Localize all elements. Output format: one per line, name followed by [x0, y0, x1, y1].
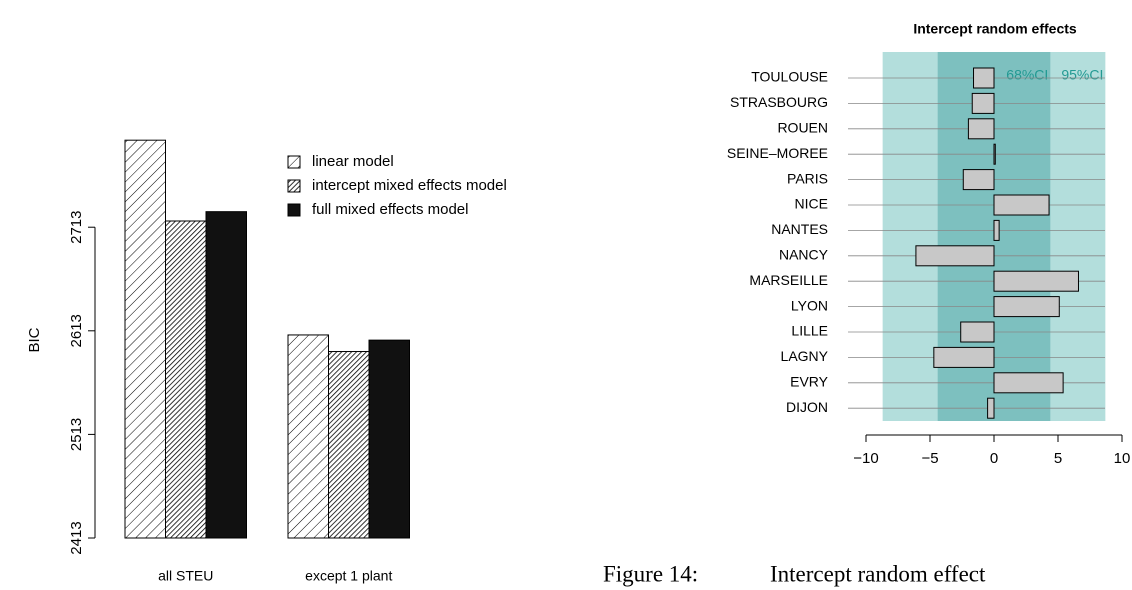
x-tick-label: all STEU: [158, 568, 213, 584]
y-tick-label: 2613: [68, 314, 85, 347]
x-tick-label: 0: [990, 450, 998, 467]
y-tick-label: DIJON: [786, 399, 828, 415]
y-tick-label: SEINE–MOREE: [727, 145, 828, 161]
y-tick-label: STRASBOURG: [730, 94, 828, 110]
x-tick-label: 10: [1114, 450, 1131, 467]
bar: [368, 339, 410, 539]
y-tick-label: MARSEILLE: [749, 272, 828, 288]
x-tick-label: −5: [921, 450, 938, 467]
chart-title: Intercept random effects: [913, 21, 1077, 37]
x-tick-label: 5: [1054, 450, 1062, 467]
bar: [165, 220, 207, 539]
y-tick-label: 2713: [68, 211, 85, 244]
y-tick-label: EVRY: [790, 374, 829, 390]
bar: [962, 169, 995, 191]
bar: [987, 397, 995, 419]
caption-label: Figure 14:: [603, 561, 698, 586]
bar: [993, 194, 1050, 216]
bar: [124, 139, 166, 539]
bar: [971, 92, 995, 114]
bar: [287, 334, 329, 539]
y-tick-label: LYON: [791, 297, 828, 313]
x-tick-label: −10: [853, 450, 878, 467]
legend-swatch: [287, 203, 301, 217]
y-tick-label: LAGNY: [781, 348, 829, 364]
bar: [993, 296, 1060, 318]
y-tick-label: TOULOUSE: [751, 69, 828, 85]
y-tick-label: NICE: [795, 196, 828, 212]
bar: [993, 372, 1064, 394]
legend-label: linear model: [312, 153, 394, 170]
y-tick-label: NANTES: [771, 221, 828, 237]
bar: [993, 143, 996, 165]
y-tick-label: PARIS: [787, 170, 828, 186]
bar: [205, 211, 247, 539]
bar: [915, 245, 995, 267]
y-tick-label: 2413: [68, 521, 85, 554]
bar: [993, 219, 1000, 241]
y-tick-label: 2513: [68, 418, 85, 451]
y-tick-label: ROUEN: [777, 120, 828, 136]
ci-label: 95%CI: [1061, 67, 1103, 83]
bar: [993, 270, 1079, 292]
bar: [967, 118, 995, 140]
y-tick-label: LILLE: [791, 323, 828, 339]
legend-label: intercept mixed effects model: [312, 177, 507, 194]
legend-label: full mixed effects model: [312, 201, 468, 218]
legend-swatch: [287, 179, 301, 193]
y-tick-label: NANCY: [779, 247, 829, 263]
caption-text: Intercept random effect: [770, 561, 986, 586]
x-tick-label: except 1 plant: [305, 568, 392, 584]
ci-label: 68%CI: [1006, 67, 1048, 83]
bar: [328, 351, 370, 539]
bar: [960, 321, 995, 343]
bar: [933, 346, 995, 368]
y-axis-label: BIC: [26, 327, 43, 352]
bar: [973, 67, 995, 89]
legend-swatch: [287, 155, 301, 169]
